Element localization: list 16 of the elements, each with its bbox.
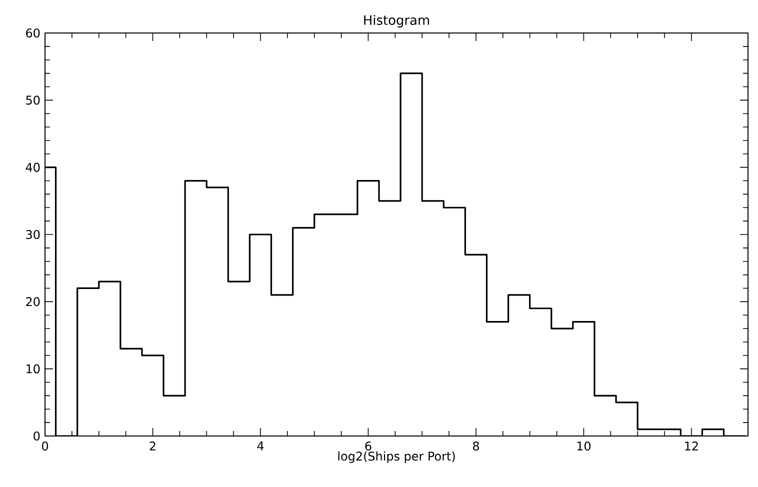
x-tick-label: 0 bbox=[42, 442, 48, 451]
y-tick-label: 0 bbox=[34, 431, 40, 441]
y-tick-label: 50 bbox=[26, 96, 40, 105]
x-tick-label: 4 bbox=[257, 442, 264, 450]
y-tick-label: 60 bbox=[26, 28, 40, 38]
y-tick-label: 20 bbox=[26, 297, 40, 306]
x-tick-label: 12 bbox=[685, 442, 698, 450]
chart-title: Histogram bbox=[364, 14, 430, 28]
x-tick-label: 6 bbox=[365, 442, 372, 451]
x-tick-label: 10 bbox=[577, 442, 591, 451]
y-tick-label: 40 bbox=[26, 162, 40, 172]
x-tick-label: 2 bbox=[150, 442, 156, 450]
x-axis-title: log2(Ships per Port) bbox=[338, 451, 455, 463]
y-tick-label: 10 bbox=[26, 364, 40, 374]
x-tick-label: 8 bbox=[472, 442, 479, 451]
y-tick-label: 30 bbox=[26, 230, 40, 240]
